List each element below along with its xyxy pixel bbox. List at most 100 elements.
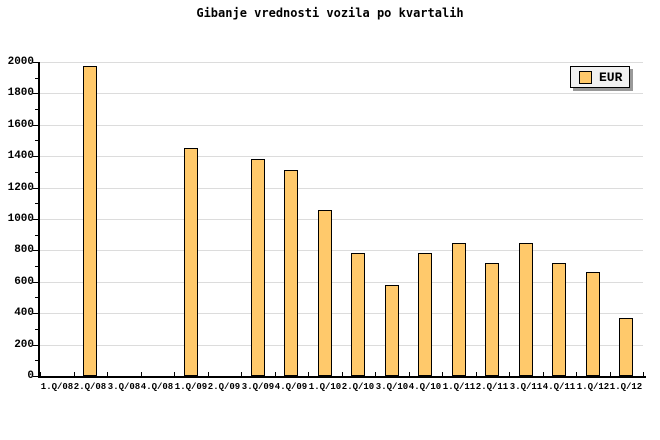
y-minor-tick [35,360,38,361]
y-major-tick [33,156,38,157]
x-tick [241,372,242,376]
y-tick-label: 1800 [7,87,34,99]
x-axis-line [38,376,646,378]
x-tick [509,372,510,376]
bar [418,253,432,376]
y-major-tick [33,62,38,63]
x-tick-label: 4.Q/10 [408,382,442,392]
bar [251,159,265,376]
y-tick-label: 0 [27,370,34,382]
x-tick-label: 3.Q/11 [509,382,543,392]
x-tick-label: 4.Q/09 [274,382,308,392]
x-tick [543,372,544,376]
y-major-tick [33,93,38,94]
bar [485,263,499,376]
y-tick-label: 1600 [7,119,34,131]
x-tick-label: 4.Q/11 [542,382,576,392]
x-tick [409,372,410,376]
x-tick [442,372,443,376]
x-tick [141,372,142,376]
x-tick-label: 2.Q/09 [207,382,241,392]
x-tick [342,372,343,376]
bar [452,243,466,376]
y-tick-label: 800 [14,244,34,256]
y-minor-tick [35,297,38,298]
x-tick [576,372,577,376]
legend-swatch-icon [579,70,592,84]
x-tick-label: 1.Q/08 [40,382,74,392]
y-axis-line [38,62,40,378]
y-major-tick [33,282,38,283]
y-minor-tick [35,235,38,236]
y-tick-label: 1000 [7,213,34,225]
bar [552,263,566,376]
y-major-tick [33,188,38,189]
x-tick-label: 1.Q/12 [576,382,610,392]
x-tick-label: 2.Q/10 [341,382,375,392]
y-minor-tick [35,172,38,173]
bar [83,66,97,376]
y-major-tick [33,345,38,346]
y-major-tick [33,376,38,377]
x-tick [275,372,276,376]
y-minor-tick [35,109,38,110]
x-tick-label: 3.Q/09 [241,382,275,392]
y-minor-tick [35,140,38,141]
x-tick [643,372,644,376]
legend-label: EUR [599,69,623,85]
x-tick-label: 2.Q/08 [73,382,107,392]
y-tick-label: 600 [14,276,34,288]
y-tick-label: 200 [14,339,34,351]
gridline [40,62,643,63]
x-tick [174,372,175,376]
gridline [40,125,643,126]
y-minor-tick [35,329,38,330]
x-tick [375,372,376,376]
x-tick [476,372,477,376]
x-tick-label: 4.Q/08 [140,382,174,392]
y-major-tick [33,250,38,251]
x-tick [208,372,209,376]
bar [284,170,298,376]
y-minor-tick [35,203,38,204]
x-tick [74,372,75,376]
x-tick-label: 1.Q/11 [442,382,476,392]
gridline [40,156,643,157]
x-tick-label: 1.Q/12 [609,382,643,392]
gridline [40,345,643,346]
x-tick [107,372,108,376]
x-tick [308,372,309,376]
y-minor-tick [35,266,38,267]
y-tick-label: 1200 [7,182,34,194]
gridline [40,219,643,220]
y-minor-tick [35,78,38,79]
bar [351,253,365,376]
y-major-tick [33,313,38,314]
gridline [40,313,643,314]
x-tick-label: 1.Q/10 [308,382,342,392]
x-tick [40,372,41,376]
bar [385,285,399,376]
y-major-tick [33,219,38,220]
y-tick-label: 1400 [7,150,34,162]
bar [184,148,198,376]
bar [318,210,332,376]
x-tick-label: 3.Q/08 [107,382,141,392]
bar [519,243,533,376]
gridline [40,282,643,283]
legend: EUR [570,66,631,88]
x-tick-label: 3.Q/10 [375,382,409,392]
y-tick-label: 2000 [7,56,34,68]
x-tick-label: 1.Q/09 [174,382,208,392]
bar [586,272,600,376]
gridline [40,93,643,94]
x-tick-label: 2.Q/11 [475,382,509,392]
y-major-tick [33,125,38,126]
y-tick-label: 400 [14,307,34,319]
x-tick [610,372,611,376]
chart-title: Gibanje vrednosti vozila po kvartalih [196,6,464,20]
bar [619,318,633,376]
gridline [40,250,643,251]
gridline [40,188,643,189]
